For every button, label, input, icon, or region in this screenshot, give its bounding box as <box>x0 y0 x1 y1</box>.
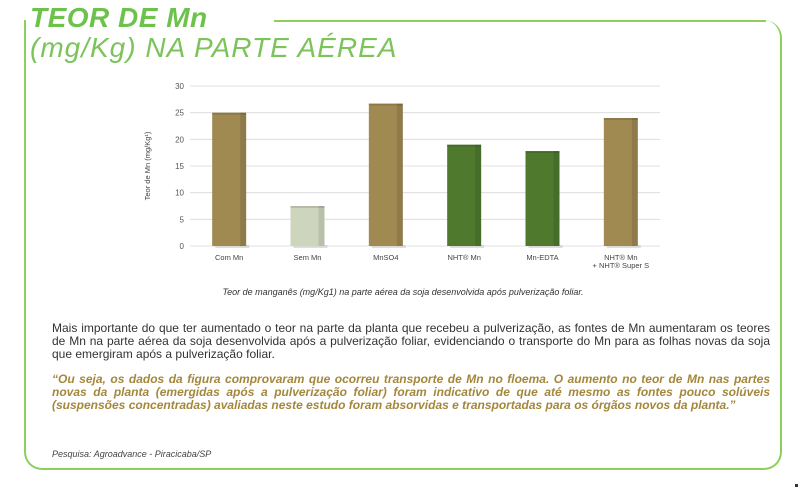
x-tick-label: + NHT® Super S <box>593 261 650 270</box>
bar <box>525 151 560 246</box>
highlight-quote: “Ou seja, os dados da figura comprovaram… <box>52 372 770 412</box>
corner-dot <box>795 484 798 487</box>
y-tick-label: 10 <box>175 189 184 198</box>
y-tick-label: 30 <box>175 82 184 91</box>
bar-shadow <box>215 245 250 248</box>
x-tick-label: Com Mn <box>215 253 243 262</box>
x-tick-label: Mn-EDTA <box>526 253 558 262</box>
y-tick-label: 5 <box>180 215 185 224</box>
x-tick-label: NHT® Mn <box>447 253 480 262</box>
y-axis-label: Teor de Mn (mg/Kg¹) <box>143 131 152 200</box>
bar-top-edge <box>447 144 482 147</box>
content-frame <box>24 20 782 470</box>
bar-shadow <box>528 245 563 248</box>
bar-side-shade <box>475 144 482 246</box>
page-subtitle: (mg/Kg) NA PARTE AÉREA <box>30 32 398 63</box>
x-tick-label: MnSO4 <box>373 253 398 262</box>
page-title: TEOR DE Mn <box>30 2 208 33</box>
bar <box>447 144 482 246</box>
bar-shadow <box>606 245 641 248</box>
bar-shadow <box>371 245 406 248</box>
bar <box>290 206 325 246</box>
y-tick-label: 0 <box>180 242 185 251</box>
bar-top-edge <box>603 118 638 120</box>
bar-chart: 0 5 10 15 20 25 30 Teor de Mn (mg/Kg¹) Com Mn Sem… <box>143 82 660 270</box>
frame-top-border <box>274 20 766 22</box>
bar-top-edge <box>525 151 560 154</box>
bar <box>603 118 638 246</box>
bar-shadow <box>450 245 485 248</box>
y-tick-label: 25 <box>175 109 184 118</box>
bar-top-edge <box>290 206 325 208</box>
bar-side-shade <box>631 118 638 246</box>
body-paragraph: Mais importante do que ter aumentado o t… <box>52 321 770 361</box>
y-tick-label: 15 <box>175 162 184 171</box>
x-tick-label: Sem Mn <box>294 253 322 262</box>
bar <box>368 103 403 246</box>
bar-top-edge <box>212 112 247 115</box>
bar <box>212 112 247 246</box>
chart-caption: Teor de manganês (mg/Kg1) na parte aérea… <box>222 287 584 297</box>
bar-side-shade <box>553 151 560 246</box>
source-note: Pesquisa: Agroadvance - Piracicaba/SP <box>52 449 212 459</box>
x-tick-label: NHT® Mn <box>604 253 637 262</box>
bar-side-shade <box>318 206 325 246</box>
bar-side-shade <box>240 112 247 246</box>
bar-top-edge <box>368 103 403 106</box>
bar-shadow <box>293 245 328 248</box>
y-tick-label: 20 <box>175 135 184 144</box>
bar-side-shade <box>396 103 403 246</box>
